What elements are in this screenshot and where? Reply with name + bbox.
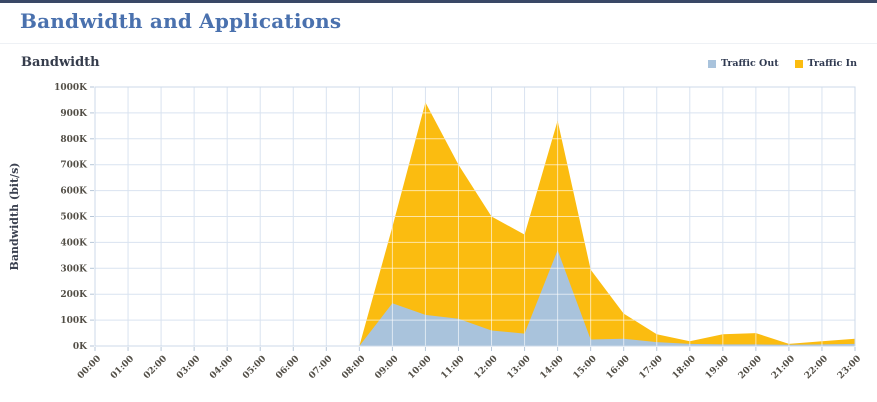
x-tick-label: 07:00	[307, 354, 334, 381]
y-tick-label: 200K	[60, 290, 88, 300]
x-tick-label: 09:00	[373, 354, 400, 381]
axis-ticks	[90, 86, 856, 351]
x-tick-label: 02:00	[142, 354, 169, 381]
title-divider	[0, 43, 877, 44]
legend-item-traffic-in: Traffic In	[794, 58, 857, 69]
y-tick-label: 600K	[60, 187, 88, 197]
x-tick-label: 17:00	[638, 354, 665, 381]
legend-item-traffic-out: Traffic Out	[708, 58, 779, 69]
x-tick-label: 08:00	[340, 354, 367, 381]
x-tick-label: 22:00	[803, 354, 830, 381]
chart-title: Bandwidth	[21, 55, 100, 70]
y-tick-label: 300K	[60, 264, 88, 274]
legend: Traffic Out Traffic In	[708, 58, 857, 69]
x-tick-label: 04:00	[208, 354, 235, 381]
legend-label-traffic-out: Traffic Out	[721, 58, 779, 69]
y-axis-title: Bandwidth (bit/s)	[8, 163, 21, 271]
x-tick-label: 19:00	[704, 354, 731, 381]
x-tick-label: 23:00	[836, 354, 863, 381]
x-tick-label: 10:00	[406, 354, 433, 381]
y-tick-label: 400K	[60, 238, 88, 248]
x-tick-label: 14:00	[539, 354, 566, 381]
traffic-in-area	[95, 102, 855, 346]
x-tick-label: 03:00	[175, 354, 202, 381]
x-tick-label: 15:00	[572, 354, 599, 381]
x-tick-label: 12:00	[473, 354, 500, 381]
y-tick-label: 500K	[60, 213, 88, 223]
y-tick-label: 800K	[60, 135, 88, 145]
x-tick-label: 05:00	[241, 354, 268, 381]
legend-swatch-traffic-in-icon	[794, 59, 803, 68]
page-title: Bandwidth and Applications	[20, 9, 342, 33]
x-tick-label: 18:00	[671, 354, 698, 381]
x-tick-label: 20:00	[737, 354, 764, 381]
y-tick-label: 1000K	[54, 83, 88, 93]
legend-swatch-traffic-out-icon	[708, 59, 716, 68]
y-tick-label: 0K	[73, 342, 88, 352]
top-accent-bar	[0, 0, 877, 3]
plot-border	[94, 86, 856, 347]
legend-label-traffic-in: Traffic In	[807, 58, 857, 69]
x-tick-label: 13:00	[506, 354, 533, 381]
x-tick-label: 01:00	[109, 354, 136, 381]
x-tick-label: 16:00	[605, 354, 632, 381]
x-tick-label: 21:00	[770, 354, 797, 381]
traffic-out-area	[95, 250, 855, 346]
y-tick-label: 100K	[60, 316, 88, 326]
x-tick-label: 00:00	[76, 354, 103, 381]
x-tick-label: 11:00	[439, 354, 466, 381]
y-tick-label: 700K	[60, 161, 88, 171]
y-tick-label: 900K	[60, 109, 88, 119]
x-tick-label: 06:00	[274, 354, 301, 381]
